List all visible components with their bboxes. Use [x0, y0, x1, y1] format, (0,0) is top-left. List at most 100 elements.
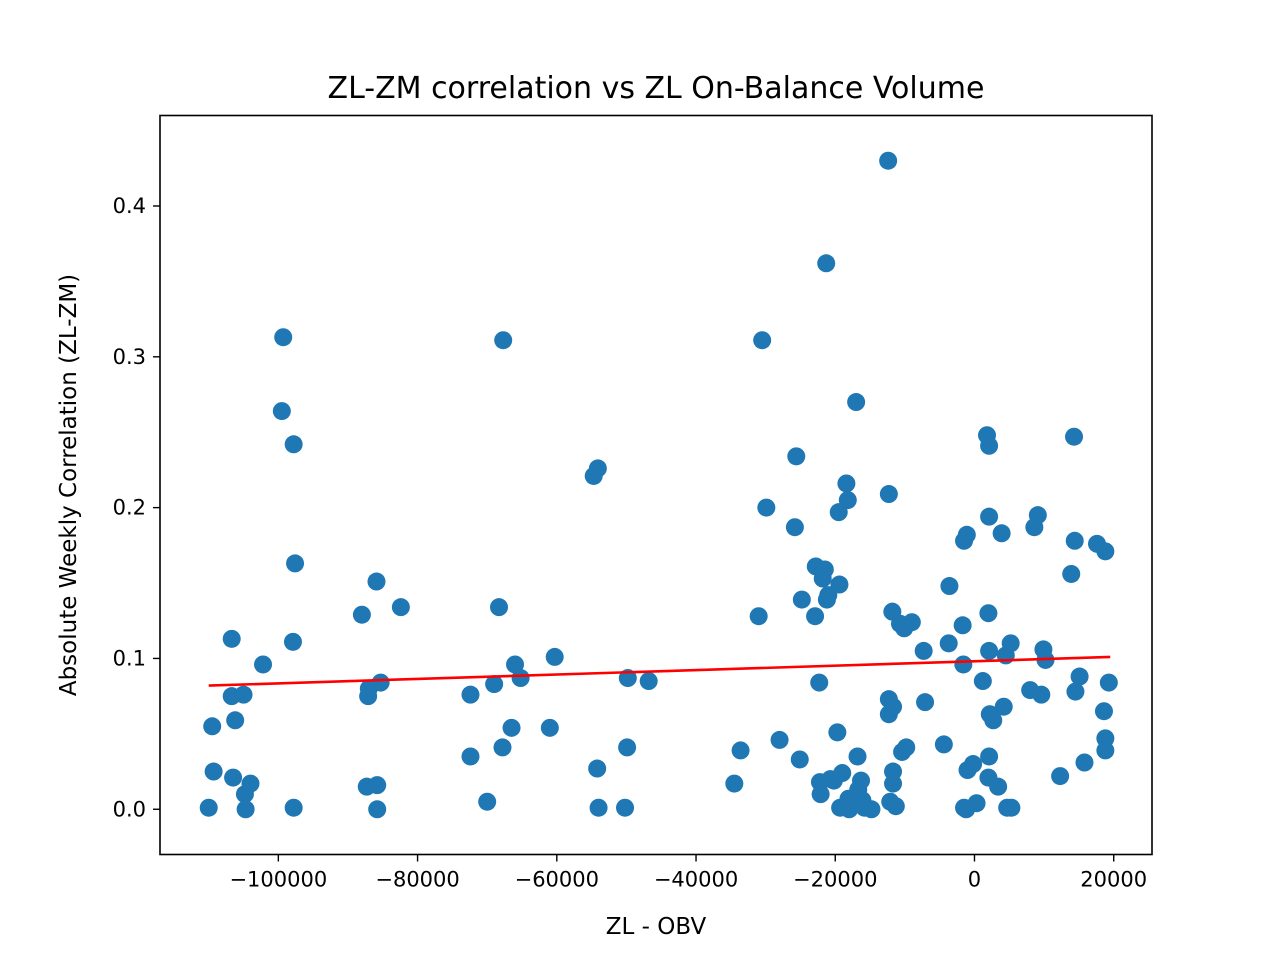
data-point [506, 655, 525, 674]
data-point [222, 629, 241, 648]
data-point [286, 554, 305, 573]
data-point [485, 675, 504, 694]
data-point [589, 798, 608, 817]
data-point [838, 491, 857, 510]
data-point [236, 800, 255, 819]
data-point [973, 672, 992, 691]
data-point [902, 613, 921, 632]
data-point [830, 575, 849, 594]
trendline-layer [208, 655, 1111, 687]
data-point [461, 685, 480, 704]
data-point [753, 331, 772, 350]
chart-title: ZL-ZM correlation vs ZL On-Balance Volum… [328, 71, 985, 106]
data-point [274, 328, 293, 347]
data-point [224, 768, 243, 787]
data-point [817, 254, 836, 273]
data-point [828, 723, 847, 742]
data-point [980, 436, 999, 455]
data-point [545, 647, 564, 666]
data-point [847, 393, 866, 412]
data-point [792, 590, 811, 609]
data-point [284, 435, 303, 454]
data-points [199, 151, 1118, 819]
data-point [1065, 427, 1084, 446]
data-point [1032, 685, 1051, 704]
data-point [1070, 667, 1089, 686]
data-point [940, 577, 959, 596]
data-point [284, 798, 303, 817]
x-tick-label: 20000 [1080, 868, 1147, 892]
data-point [848, 747, 867, 766]
data-point [833, 764, 852, 783]
data-point [994, 697, 1013, 716]
data-point [852, 771, 871, 790]
data-point [886, 797, 905, 816]
data-point [1028, 506, 1047, 525]
data-point [494, 331, 513, 350]
data-point [914, 641, 933, 660]
data-point [371, 673, 390, 692]
data-point [989, 777, 1008, 796]
data-point [1065, 531, 1084, 550]
data-point [241, 774, 260, 793]
x-tick-label: −20000 [793, 868, 877, 892]
data-point [979, 604, 998, 623]
data-point [490, 598, 509, 617]
data-point [770, 730, 789, 749]
data-point [254, 655, 273, 674]
x-axis-label: ZL - OBV [606, 914, 707, 940]
data-point [1066, 682, 1085, 701]
y-tick-label: 0.3 [113, 345, 146, 369]
data-point [368, 800, 387, 819]
data-point [502, 718, 521, 737]
data-point [1096, 542, 1115, 561]
data-point [478, 792, 497, 811]
data-point [540, 718, 559, 737]
data-point [749, 607, 768, 626]
data-point [957, 525, 976, 544]
data-point [787, 447, 806, 466]
data-point [879, 151, 898, 170]
data-point [234, 685, 253, 704]
data-point [511, 669, 530, 688]
data-point [226, 711, 245, 730]
x-tick-label: −40000 [654, 868, 738, 892]
data-point [790, 750, 809, 769]
data-point [862, 800, 881, 819]
data-point [618, 738, 637, 757]
data-point [785, 518, 804, 537]
trendline [208, 655, 1111, 687]
x-axis-ticks: −100000 −80000 −60000 −40000 −20000 0 20000 [229, 854, 1147, 892]
data-point [879, 485, 898, 504]
data-point [934, 735, 953, 754]
y-tick-label: 0.4 [113, 194, 146, 218]
x-tick-label: −80000 [375, 868, 459, 892]
data-point [1096, 741, 1115, 760]
data-point [352, 605, 371, 624]
y-tick-label: 0.1 [113, 646, 146, 670]
data-point [1094, 702, 1113, 721]
data-point [204, 762, 223, 781]
data-point [757, 498, 776, 517]
data-point [980, 507, 999, 526]
data-point [815, 560, 834, 579]
data-point [1099, 673, 1118, 692]
plot-frame [159, 114, 1153, 856]
y-tick-label: 0.2 [113, 496, 146, 520]
data-point [461, 747, 480, 766]
data-point [616, 798, 635, 817]
data-point [916, 693, 935, 712]
data-point [1062, 564, 1081, 583]
data-point [367, 572, 386, 591]
data-point [992, 524, 1011, 543]
data-point [1002, 798, 1021, 817]
data-point [283, 632, 302, 651]
data-point [953, 616, 972, 635]
data-point [493, 738, 512, 757]
data-point [199, 798, 218, 817]
x-tick-label: 0 [968, 868, 981, 892]
data-point [954, 655, 973, 674]
data-point [391, 598, 410, 617]
data-point [964, 755, 983, 774]
